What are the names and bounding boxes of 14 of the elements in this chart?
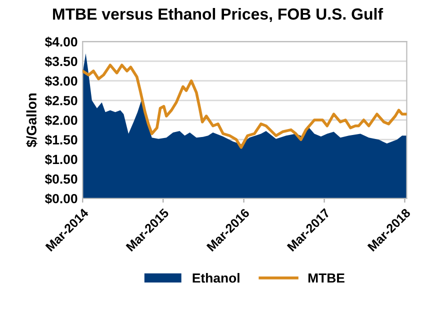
legend-label: MTBE xyxy=(308,273,344,283)
line-series xyxy=(82,64,407,149)
chart-title: MTBE versus Ethanol Prices, FOB U.S. Gulf xyxy=(53,8,384,22)
y-axis-title: $/Gallon xyxy=(26,93,38,148)
y-tick-label: $3.00 xyxy=(44,76,78,87)
y-tick-label: $0.50 xyxy=(44,174,78,185)
y-tick-label: $1.00 xyxy=(44,154,78,165)
y-tick-label: $1.50 xyxy=(44,134,78,146)
y-tick-label: $2.50 xyxy=(44,95,78,106)
y-tick-label: $0.00 xyxy=(44,193,78,204)
y-tick-label: $3.50 xyxy=(44,56,78,67)
y-tick-label: $4.00 xyxy=(44,36,78,48)
legend-label: Ethanol xyxy=(192,272,240,283)
y-tick-label: $2.00 xyxy=(44,114,78,126)
